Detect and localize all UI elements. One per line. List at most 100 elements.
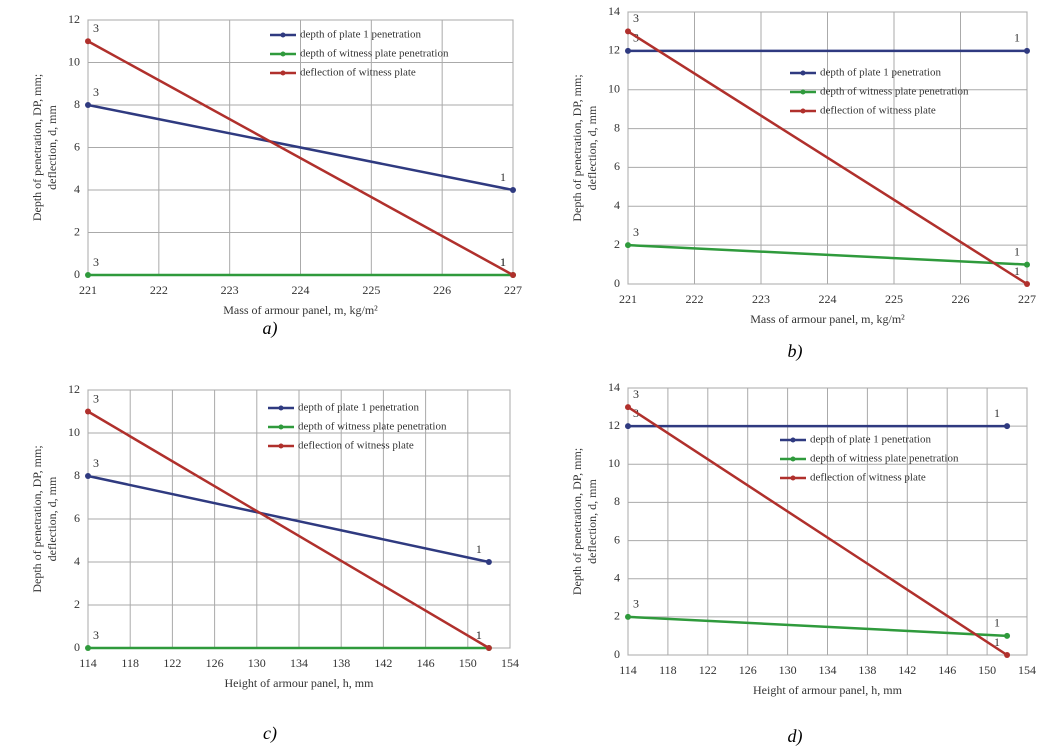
point-marker [85, 102, 91, 108]
legend-label: depth of plate 1 penetration [300, 29, 421, 41]
chart-panel: 0 2 4 6 8 10 12 114 118 122 126 130 134 138 142 146 150 1… [30, 382, 519, 744]
legend-marker [280, 32, 286, 38]
y-tick-label: 8 [614, 120, 620, 134]
x-tick-label: 223 [221, 283, 239, 297]
point-label: 1 [1014, 31, 1020, 45]
x-tick-label: 114 [79, 656, 97, 670]
x-tick-label: 221 [79, 283, 97, 297]
legend-marker [278, 443, 284, 449]
x-tick-label: 222 [686, 292, 704, 306]
legend-label: depth of witness plate penetration [810, 453, 959, 465]
legend-marker [280, 51, 286, 57]
x-tick-label: 227 [1018, 292, 1036, 306]
point-label: 3 [93, 628, 99, 642]
point-label: 3 [93, 21, 99, 35]
point-label: 1 [1014, 264, 1020, 278]
legend-marker [790, 456, 796, 462]
series-line [87, 103, 514, 192]
x-tick-label: 142 [374, 656, 392, 670]
series-line [87, 410, 490, 650]
x-tick-label: 227 [504, 283, 522, 297]
point-marker [1024, 47, 1030, 54]
y-axis-label-line: deflection, d, mm [585, 479, 599, 564]
y-tick-label: 10 [608, 81, 620, 95]
x-tick-label: 226 [433, 283, 451, 297]
y-axis-label: Depth of penetration, DP, mm;deflection,… [30, 445, 59, 592]
y-axis-label: Depth of penetration, DP, mm;deflection,… [570, 74, 599, 221]
point-marker [625, 47, 631, 54]
legend-label: depth of witness plate penetration [820, 86, 969, 98]
y-tick-label: 0 [74, 267, 80, 281]
y-tick-label: 0 [74, 640, 80, 654]
point-label: 1 [994, 635, 1000, 649]
series-line [627, 243, 1028, 266]
point-marker [625, 28, 631, 35]
y-tick-label: 6 [614, 159, 620, 173]
y-tick-label: 14 [608, 4, 620, 18]
point-label: 3 [93, 255, 99, 269]
point-label: 1 [994, 406, 1000, 420]
legend-label: depth of witness plate penetration [300, 48, 449, 60]
y-tick-label: 4 [74, 554, 80, 568]
x-axis-label: Height of armour panel, h, mm [753, 683, 903, 697]
point-label: 3 [633, 225, 639, 239]
y-axis-label-line: Depth of penetration, DP, mm; [570, 74, 584, 221]
point-marker [510, 272, 516, 278]
point-label: 1 [994, 616, 1000, 630]
x-tick-label: 225 [885, 292, 903, 306]
x-tick-label: 224 [292, 283, 310, 297]
point-label: 3 [633, 597, 639, 611]
point-marker [485, 645, 492, 651]
x-axis-label: Mass of armour panel, m, kg/m² [750, 312, 905, 326]
y-axis-label-line: deflection, d, mm [45, 105, 59, 190]
x-tick-label: 221 [619, 292, 637, 306]
caption: d) [788, 726, 803, 747]
point-marker [625, 423, 631, 430]
x-tick-label: 114 [619, 663, 637, 677]
y-tick-label: 6 [74, 511, 80, 525]
y-tick-label: 2 [614, 609, 620, 623]
caption: c) [263, 723, 277, 744]
y-tick-label: 10 [68, 54, 80, 68]
x-tick-label: 154 [501, 656, 519, 670]
series-line [627, 615, 1008, 638]
y-tick-label: 8 [614, 494, 620, 508]
y-axis-label: Depth of penetration, DP, mm;deflection,… [570, 448, 599, 595]
series-line [627, 30, 1028, 286]
x-tick-label: 118 [121, 656, 139, 670]
y-tick-label: 0 [614, 647, 620, 661]
x-tick-label: 150 [978, 663, 996, 677]
point-marker [625, 613, 631, 620]
y-tick-label: 4 [74, 182, 80, 196]
point-marker [1024, 261, 1030, 268]
legend-label: depth of witness plate penetration [298, 421, 447, 433]
y-tick-label: 14 [608, 380, 620, 394]
point-label: 1 [476, 628, 482, 642]
chart-panel: 0 2 4 6 8 10 12 14 221 222 223 224 225 226 227 Mass of … [570, 4, 1036, 362]
y-tick-label: 4 [614, 570, 620, 584]
x-tick-label: 122 [163, 656, 181, 670]
series-line [627, 406, 1008, 657]
legend-marker [800, 108, 806, 114]
point-marker [1024, 281, 1030, 287]
chart-panel: 0 2 4 6 8 10 12 221 222 223 224 225 226 227 Mass of ar… [30, 12, 522, 339]
point-label: 3 [633, 11, 639, 25]
legend-marker [278, 424, 284, 430]
x-tick-label: 130 [779, 663, 797, 677]
point-label: 3 [93, 391, 99, 405]
x-tick-label: 150 [459, 656, 477, 670]
y-axis-label-line: Depth of penetration, DP, mm; [30, 74, 44, 221]
legend-label: deflection of witness plate [810, 472, 926, 484]
x-tick-label: 142 [898, 663, 916, 677]
x-tick-label: 134 [290, 656, 308, 670]
point-label: 3 [93, 85, 99, 99]
point-marker [85, 645, 91, 651]
y-axis-label: Depth of penetration, DP, mm;deflection,… [30, 74, 59, 221]
legend-marker [790, 475, 796, 481]
x-tick-label: 226 [952, 292, 970, 306]
y-tick-label: 10 [68, 425, 80, 439]
point-marker [625, 242, 631, 249]
legend-marker [280, 70, 286, 76]
point-label: 1 [476, 542, 482, 556]
point-marker [510, 187, 516, 193]
